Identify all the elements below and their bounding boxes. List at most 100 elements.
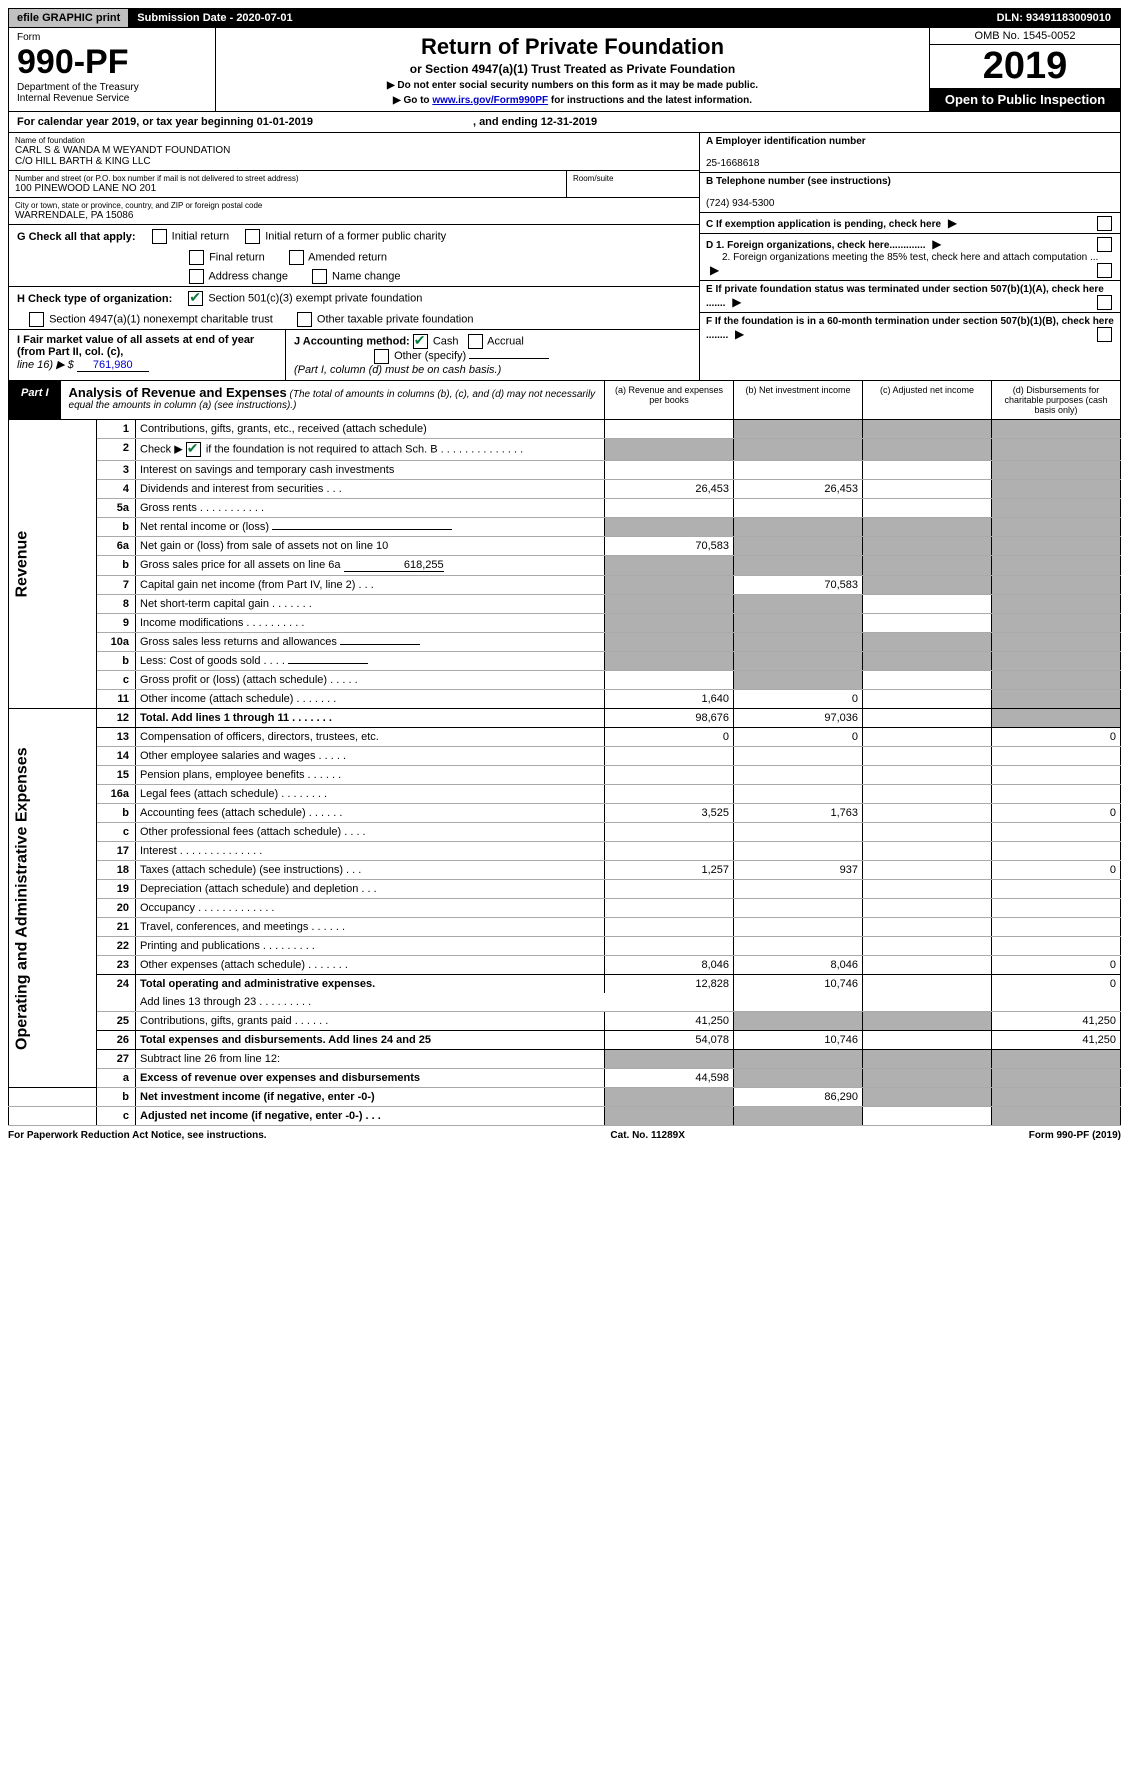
line-19: 19Depreciation (attach schedule) and dep… [9, 880, 1121, 899]
line-25: 25Contributions, gifts, grants paid . . … [9, 1012, 1121, 1031]
line-26: 26Total expenses and disbursements. Add … [9, 1031, 1121, 1050]
address-cell: Number and street (or P.O. box number if… [9, 171, 566, 197]
form-header: Form 990-PF Department of the Treasury I… [8, 28, 1121, 112]
form-subtitle: or Section 4947(a)(1) Trust Treated as P… [224, 62, 921, 76]
dept-label: Department of the Treasury [17, 82, 207, 93]
line-7: 7Capital gain net income (from Part IV, … [9, 576, 1121, 595]
line-23: 23Other expenses (attach schedule) . . .… [9, 956, 1121, 975]
accrual-checkbox[interactable] [468, 334, 483, 349]
line-16a: 16aLegal fees (attach schedule) . . . . … [9, 785, 1121, 804]
line-18: 18Taxes (attach schedule) (see instructi… [9, 861, 1121, 880]
line-16c: cOther professional fees (attach schedul… [9, 823, 1121, 842]
initial-return-checkbox[interactable] [152, 229, 167, 244]
line-14: 14Other employee salaries and wages . . … [9, 747, 1121, 766]
irs-link[interactable]: www.irs.gov/Form990PF [432, 95, 548, 106]
section-c: C If exemption application is pending, c… [700, 213, 1120, 234]
line-6b: bGross sales price for all assets on lin… [9, 556, 1121, 576]
exemption-pending-checkbox[interactable] [1097, 216, 1112, 231]
section-g-row2: Final return Amended return [9, 248, 699, 267]
other-method-checkbox[interactable] [374, 349, 389, 364]
section-h: H Check type of organization: Section 50… [9, 286, 699, 310]
line-6a: 6aNet gain or (loss) from sale of assets… [9, 537, 1121, 556]
tax-year: 2019 [930, 45, 1120, 88]
501c3-checkbox[interactable] [188, 291, 203, 306]
line-27c: cAdjusted net income (if negative, enter… [9, 1107, 1121, 1126]
instruction-1: ▶ Do not enter social security numbers o… [224, 80, 921, 91]
room-cell: Room/suite [566, 171, 699, 197]
address-change-checkbox[interactable] [189, 269, 204, 284]
line-27: 27Subtract line 26 from line 12: [9, 1050, 1121, 1069]
submission-date: Submission Date - 2020-07-01 [129, 9, 301, 27]
col-a-header: (a) Revenue and expenses per books [604, 381, 733, 419]
section-f: F If the foundation is in a 60-month ter… [700, 313, 1120, 344]
line-22: 22Printing and publications . . . . . . … [9, 937, 1121, 956]
foreign-85-checkbox[interactable] [1097, 263, 1112, 278]
line-12: Operating and Administrative Expenses 12… [9, 709, 1121, 728]
line-21: 21Travel, conferences, and meetings . . … [9, 918, 1121, 937]
4947a1-checkbox[interactable] [29, 312, 44, 327]
line-15: 15Pension plans, employee benefits . . .… [9, 766, 1121, 785]
terminated-checkbox[interactable] [1097, 295, 1112, 310]
amended-return-checkbox[interactable] [289, 250, 304, 265]
line-3: 3Interest on savings and temporary cash … [9, 461, 1121, 480]
line-13: 13Compensation of officers, directors, t… [9, 728, 1121, 747]
line-16b: bAccounting fees (attach schedule) . . .… [9, 804, 1121, 823]
section-d: D 1. Foreign organizations, check here..… [700, 234, 1120, 281]
section-ij: I Fair market value of all assets at end… [9, 329, 699, 380]
irs-label: Internal Revenue Service [17, 93, 207, 104]
line-4: 4Dividends and interest from securities … [9, 480, 1121, 499]
line-1: Revenue 1Contributions, gifts, grants, e… [9, 420, 1121, 439]
footer-left: For Paperwork Reduction Act Notice, see … [8, 1130, 267, 1141]
part1-table: Revenue 1Contributions, gifts, grants, e… [8, 420, 1121, 1126]
ein-cell: A Employer identification number 25-1668… [700, 133, 1120, 173]
initial-former-checkbox[interactable] [245, 229, 260, 244]
line-17: 17Interest . . . . . . . . . . . . . . [9, 842, 1121, 861]
section-h-row2: Section 4947(a)(1) nonexempt charitable … [9, 310, 699, 329]
60month-checkbox[interactable] [1097, 327, 1112, 342]
col-b-header: (b) Net investment income [733, 381, 862, 419]
final-return-checkbox[interactable] [189, 250, 204, 265]
line-5a: 5aGross rents . . . . . . . . . . . [9, 499, 1121, 518]
line-8: 8Net short-term capital gain . . . . . .… [9, 595, 1121, 614]
part1-header: Part I Analysis of Revenue and Expenses … [8, 381, 1121, 420]
col-d-header: (d) Disbursements for charitable purpose… [991, 381, 1120, 419]
line-27a: aExcess of revenue over expenses and dis… [9, 1069, 1121, 1088]
fmv-value: 761,980 [77, 359, 149, 372]
other-taxable-checkbox[interactable] [297, 312, 312, 327]
section-g-row3: Address change Name change [9, 267, 699, 286]
name-change-checkbox[interactable] [312, 269, 327, 284]
line-10c: cGross profit or (loss) (attach schedule… [9, 671, 1121, 690]
line-20: 20Occupancy . . . . . . . . . . . . . [9, 899, 1121, 918]
dln-label: DLN: 93491183009010 [989, 9, 1120, 27]
line-10b: bLess: Cost of goods sold . . . . [9, 652, 1121, 671]
instruction-2: ▶ Go to www.irs.gov/Form990PF for instru… [224, 95, 921, 106]
page-footer: For Paperwork Reduction Act Notice, see … [8, 1126, 1121, 1145]
revenue-label: Revenue [9, 420, 97, 709]
no-sch-b-checkbox[interactable] [186, 442, 201, 457]
top-bar: efile GRAPHIC print Submission Date - 20… [8, 8, 1121, 28]
section-g: G Check all that apply: Initial return I… [9, 224, 699, 248]
line-24: 24Total operating and administrative exp… [9, 975, 1121, 994]
city-cell: City or town, state or province, country… [9, 198, 699, 224]
calendar-year-row: For calendar year 2019, or tax year begi… [8, 112, 1121, 133]
cash-checkbox[interactable] [413, 334, 428, 349]
col-c-header: (c) Adjusted net income [862, 381, 991, 419]
footer-right: Form 990-PF (2019) [1029, 1130, 1121, 1141]
line-27b: bNet investment income (if negative, ent… [9, 1088, 1121, 1107]
open-public-label: Open to Public Inspection [930, 88, 1120, 111]
footer-center: Cat. No. 11289X [610, 1130, 684, 1141]
info-section: Name of foundation CARL S & WANDA M WEYA… [8, 133, 1121, 381]
phone-cell: B Telephone number (see instructions) (7… [700, 173, 1120, 213]
efile-label: efile GRAPHIC print [9, 9, 129, 27]
line-10a: 10aGross sales less returns and allowanc… [9, 633, 1121, 652]
form-title: Return of Private Foundation [224, 34, 921, 60]
form-label: Form [17, 32, 207, 43]
foundation-name-cell: Name of foundation CARL S & WANDA M WEYA… [9, 133, 699, 171]
line-5b: bNet rental income or (loss) [9, 518, 1121, 537]
line-11: 11Other income (attach schedule) . . . .… [9, 690, 1121, 709]
part1-badge: Part I [9, 381, 61, 419]
expenses-label: Operating and Administrative Expenses [9, 709, 97, 1088]
omb-number: OMB No. 1545-0052 [930, 28, 1120, 45]
section-e: E If private foundation status was termi… [700, 281, 1120, 313]
foreign-org-checkbox[interactable] [1097, 237, 1112, 252]
